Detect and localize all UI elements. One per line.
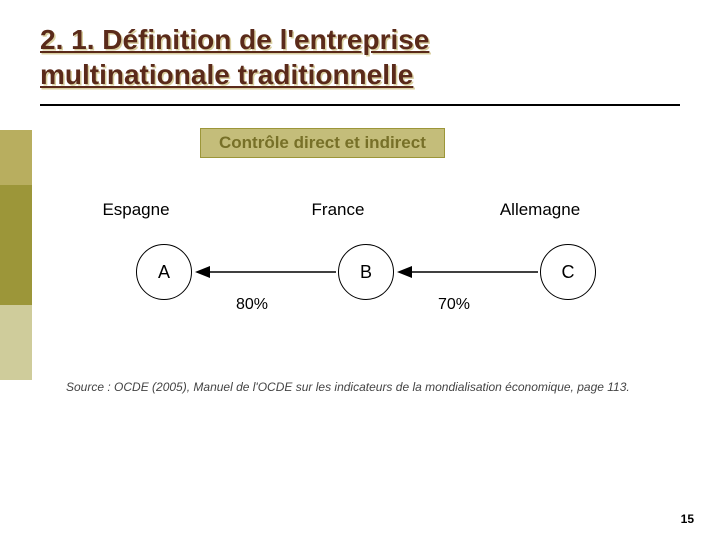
source-citation: Source : OCDE (2005), Manuel de l'OCDE s… [66, 380, 666, 394]
sidebar-block [0, 305, 32, 380]
diagram-arrows [60, 200, 660, 370]
slide-title: 2. 1. Définition de l'entreprise multina… [40, 22, 429, 92]
title-line-2: multinationale traditionnelle [40, 59, 413, 90]
banner-text: Contrôle direct et indirect [219, 133, 426, 152]
sidebar-block [0, 130, 32, 185]
sidebar-block [0, 185, 32, 305]
slide: 2. 1. Définition de l'entreprise multina… [0, 0, 720, 540]
accent-sidebar [0, 130, 32, 380]
source-text: : OCDE (2005), Manuel de l'OCDE sur les … [104, 380, 630, 394]
control-diagram: EspagneAFranceBAllemagneC80%70% [60, 200, 660, 370]
banner-box: Contrôle direct et indirect [200, 128, 445, 158]
title-underline-rule [40, 104, 680, 106]
page-number: 15 [681, 512, 694, 526]
source-label: Source [66, 380, 104, 394]
title-line-1: 2. 1. Définition de l'entreprise [40, 24, 429, 55]
